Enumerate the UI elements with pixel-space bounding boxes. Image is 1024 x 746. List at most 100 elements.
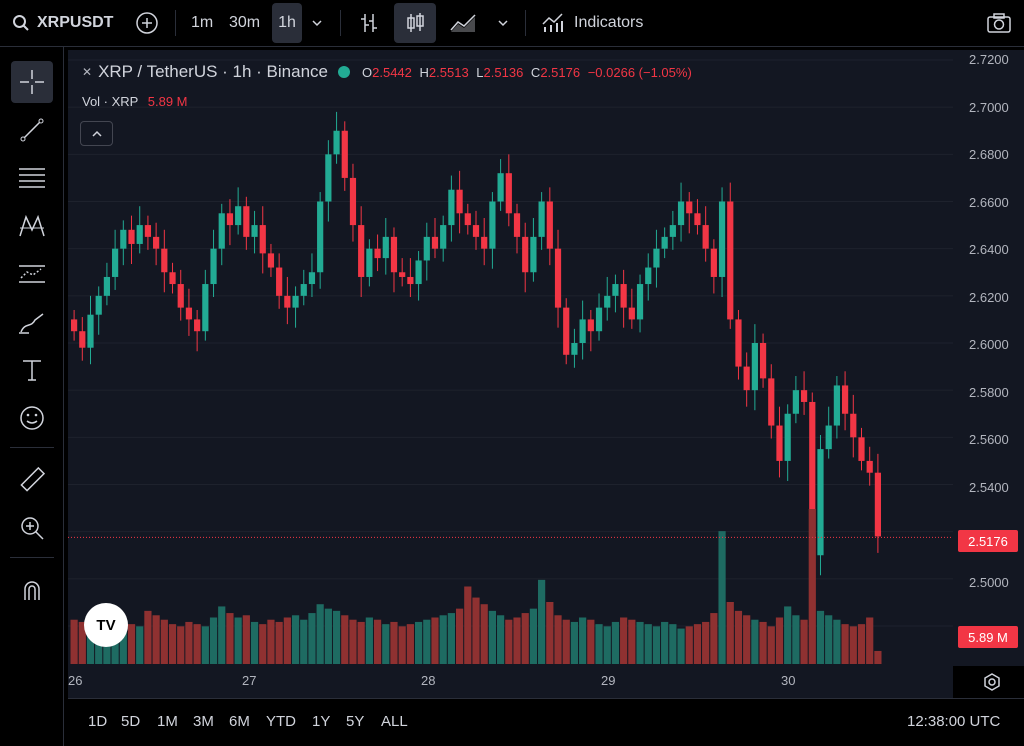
measure-tool[interactable] [11,459,53,501]
range-1y[interactable]: 1Y [312,713,331,730]
candle-body [169,272,176,285]
volume-bar [611,621,620,664]
screenshot-button[interactable] [986,0,1012,46]
volume-bar [283,617,291,664]
candle-body [513,213,521,237]
volume-label: Vol · XRP [82,94,139,109]
range-ytd[interactable]: YTD [266,713,296,730]
interval-30m[interactable]: 30m [229,14,261,31]
range-6m[interactable]: 6M [229,713,250,730]
volume-bar [636,621,644,664]
price-tick: 2.5800 [969,385,1009,400]
time-label: 30 [781,673,796,688]
range-1d[interactable]: 1D [88,713,108,730]
volume-bar [398,626,406,664]
price-axis[interactable] [953,50,1024,666]
volume-bar [259,624,267,664]
volume-bar [841,624,849,664]
volume-bar [209,617,218,664]
volume-bar [579,617,587,664]
candles-chart-style-button[interactable] [394,3,436,43]
candle-body [866,460,873,473]
candle-body [71,319,78,332]
candle-body [612,284,619,296]
volume-bar [521,613,529,664]
volume-bar [423,619,431,664]
indicators-icon [542,13,563,32]
candle-body [284,295,291,308]
price-tick: 2.7000 [969,100,1009,115]
bar-chart-style-button[interactable] [357,0,381,46]
volume-bar [349,619,357,664]
crosshair-tool[interactable] [11,61,53,103]
candle-body [358,225,365,277]
range-5y[interactable]: 5Y [346,713,365,730]
indicators-button[interactable]: Indicators [541,0,643,46]
volume-bar [78,621,86,664]
candle-body [390,236,398,273]
tradingview-logo[interactable]: TV [84,603,128,647]
compare-symbol-button[interactable] [135,0,159,46]
candle-body [661,236,668,249]
pattern-tool[interactable] [11,205,53,247]
interval-dropdown[interactable] [310,0,324,46]
range-5d[interactable]: 5D [121,713,141,730]
range-all[interactable]: ALL [381,713,408,730]
candle-body [579,319,586,343]
candle-body [374,248,381,259]
candle-body [677,201,685,226]
volume-bar [332,610,341,664]
search-icon [13,15,29,31]
candle-body [317,201,324,273]
last-volume-tag: 5.89 M [958,626,1018,648]
candle-body [784,413,791,461]
area-chart-style-button[interactable] [449,0,477,46]
volume-bar [546,602,554,664]
trend-line-tool[interactable] [11,109,53,151]
chart-style-dropdown[interactable] [496,0,510,46]
close-icon[interactable]: ✕ [82,65,93,79]
candle-body [399,272,406,277]
clock[interactable]: 12:38:00 UTC [907,713,1001,730]
candle-body [218,213,225,249]
volume-bar [825,615,833,664]
price-tick: 2.6400 [969,242,1009,257]
fib-retracement-icon [19,168,45,188]
time-label: 28 [421,673,436,688]
candle-body [727,201,734,320]
candle-body [841,385,849,414]
magnet-tool[interactable] [11,569,53,611]
collapse-legend-button[interactable] [80,121,113,146]
interval-1m[interactable]: 1m [191,14,214,31]
volume-bar [406,624,414,664]
chart-settings-button[interactable] [982,672,1002,697]
interval-1h[interactable]: 1h [272,3,302,43]
volume-bar [119,621,127,664]
symbol-search[interactable]: XRPUSDT [12,0,113,46]
range-3m[interactable]: 3M [193,713,214,730]
candle-body [768,378,775,426]
fib-tool[interactable] [11,157,53,199]
add-circle-icon [136,12,158,34]
volume-bar [414,621,423,664]
volume-bar [652,626,661,664]
emoji-tool[interactable] [11,397,53,439]
range-1m[interactable]: 1M [157,713,178,730]
volume-bar [874,650,882,664]
candle-body [325,154,332,202]
volume-bar [857,624,866,664]
ohlc-values: O2.5442 H2.5513 L2.5136 C2.5176 −0.0266 … [362,64,692,80]
volume-bar [250,621,259,664]
chart-pane[interactable] [68,50,953,666]
candle-body [112,248,119,277]
zoom-tool[interactable] [11,507,53,549]
forecast-tool[interactable] [11,253,53,295]
brush-tool[interactable] [11,301,53,343]
volume-bar [201,626,209,664]
volume-bar [866,617,874,664]
time-axis[interactable] [68,666,953,698]
legend-title: XRP / TetherUS · 1h · Binance [98,62,328,81]
candle-body [702,225,709,249]
close-value: 2.5176 [540,64,581,80]
text-tool[interactable] [11,349,53,391]
